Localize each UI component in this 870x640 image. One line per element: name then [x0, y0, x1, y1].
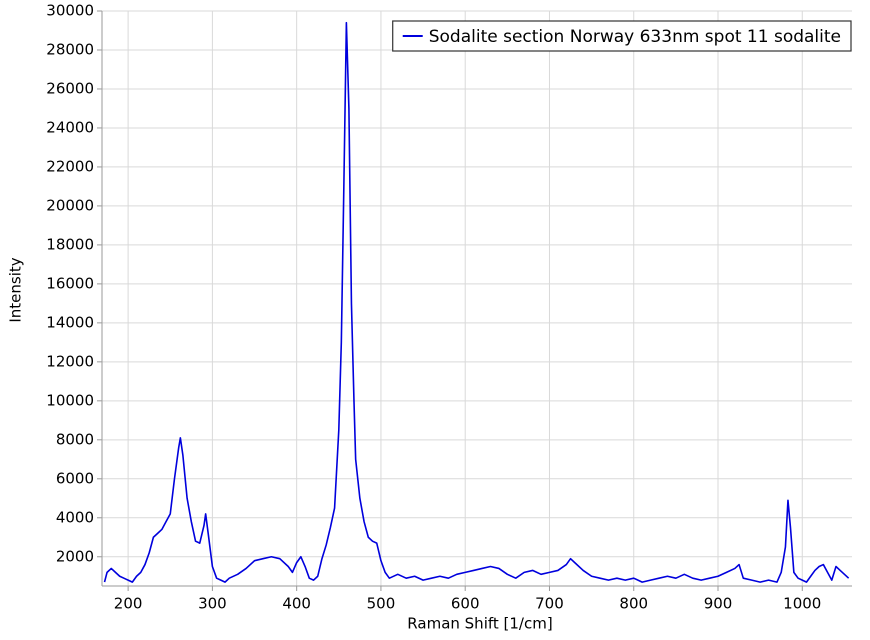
x-tick-label: 600 [451, 595, 480, 613]
y-tick-label: 12000 [46, 352, 94, 370]
y-tick-label: 30000 [46, 2, 94, 20]
y-tick-label: 8000 [56, 430, 94, 448]
x-tick-label: 200 [114, 595, 143, 613]
y-tick-label: 2000 [56, 547, 94, 565]
y-tick-label: 22000 [46, 157, 94, 175]
y-tick-label: 4000 [56, 508, 94, 526]
y-tick-label: 20000 [46, 196, 94, 214]
y-tick-label: 18000 [46, 235, 94, 253]
legend-label: Sodalite section Norway 633nm spot 11 so… [429, 27, 841, 47]
x-tick-label: 1000 [783, 595, 821, 613]
x-axis-label: Raman Shift [1/cm] [407, 615, 552, 633]
x-tick-label: 300 [198, 595, 227, 613]
x-tick-label: 500 [367, 595, 396, 613]
x-tick-label: 900 [704, 595, 733, 613]
y-tick-label: 28000 [46, 40, 94, 58]
x-tick-label: 700 [535, 595, 564, 613]
y-tick-label: 24000 [46, 118, 94, 136]
legend-box [392, 20, 852, 52]
y-tick-label: 16000 [46, 274, 94, 292]
y-tick-label: 26000 [46, 79, 94, 97]
legend: Sodalite section Norway 633nm spot 11 so… [392, 20, 852, 52]
y-tick-label: 10000 [46, 391, 94, 409]
y-tick-label: 14000 [46, 313, 94, 331]
x-tick-label: 400 [282, 595, 311, 613]
x-tick-label: 800 [619, 595, 648, 613]
y-axis-label: Intensity [7, 257, 25, 322]
series-line [103, 21, 850, 583]
y-tick-label: 6000 [56, 469, 94, 487]
